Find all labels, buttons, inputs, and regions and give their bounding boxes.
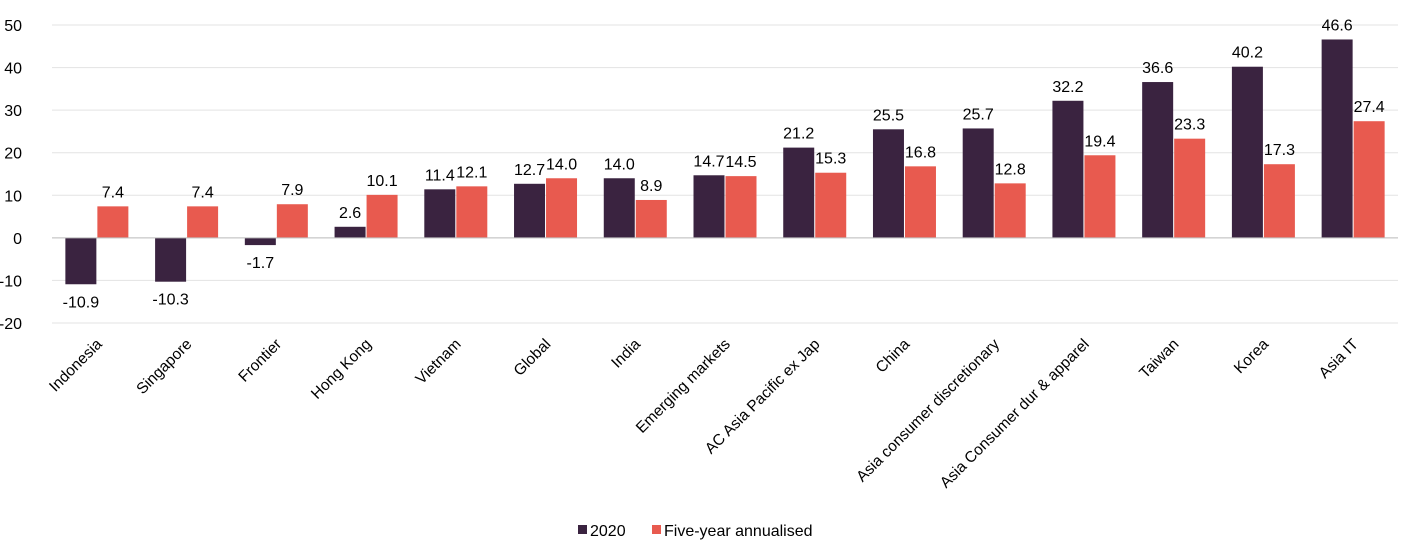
data-label: 7.9 (281, 182, 303, 199)
x-tick-label: India (608, 336, 644, 372)
bar-series1 (424, 189, 456, 238)
bar-series1 (155, 237, 187, 282)
data-label: 7.4 (191, 184, 213, 201)
bar-series2 (815, 172, 847, 238)
x-tick-label: Emerging markets (633, 336, 734, 437)
bar-series1 (514, 183, 546, 238)
bar-series1 (1052, 100, 1084, 238)
data-label: 14.5 (725, 154, 756, 171)
x-tick-label: Asia consumer discretionary (853, 336, 1003, 486)
x-axis: Indonesia Singapore Frontier Hong Kong Vietn… (46, 335, 1362, 491)
x-tick-label: Global (511, 336, 555, 380)
legend-label: Five-year annualised (664, 523, 813, 540)
bar-series2 (635, 199, 667, 238)
bar-series2 (1174, 138, 1206, 238)
bar-series1 (334, 226, 366, 238)
data-label: 16.8 (905, 144, 936, 161)
y-tick-label: 10 (4, 188, 22, 205)
legend: 2020 Five-year annualised (578, 523, 813, 540)
legend-swatch (652, 525, 661, 534)
bar-series1 (244, 237, 276, 246)
data-label: -1.7 (247, 255, 275, 272)
data-label: 12.7 (514, 162, 545, 179)
y-tick-label: 50 (4, 18, 22, 35)
data-label: 12.1 (456, 164, 487, 181)
bar-series1 (65, 237, 97, 285)
x-tick-label: China (873, 336, 914, 377)
data-label: 25.5 (873, 107, 904, 124)
x-tick-label: Taiwan (1136, 336, 1182, 382)
bar-series2 (456, 186, 488, 238)
bar-series2 (725, 176, 757, 238)
legend-swatch (578, 525, 587, 534)
bar-series1 (1321, 39, 1353, 238)
x-tick-label: Vietnam (413, 336, 465, 388)
data-label: 15.3 (815, 151, 846, 168)
y-tick-label: -20 (0, 316, 22, 333)
y-tick-label: 0 (13, 231, 22, 248)
data-label: 17.3 (1264, 142, 1295, 159)
bar-series2 (187, 206, 219, 238)
y-tick-label: 30 (4, 103, 22, 120)
data-label: 14.0 (604, 156, 635, 173)
data-label: 25.7 (963, 106, 994, 123)
bar-series1 (962, 128, 994, 238)
bar-series2 (1084, 155, 1116, 238)
x-tick-label: Singapore (133, 336, 195, 398)
y-tick-label: 20 (4, 146, 22, 163)
bar-series2 (994, 183, 1026, 238)
data-label: 14.7 (693, 153, 724, 170)
x-tick-label: Indonesia (46, 336, 106, 396)
data-label: 23.3 (1174, 117, 1205, 134)
bar-series1 (603, 178, 635, 238)
data-label: 32.2 (1052, 79, 1083, 96)
data-label: 19.4 (1084, 133, 1115, 150)
data-label: 46.6 (1322, 17, 1353, 34)
bar-series1 (1231, 66, 1263, 238)
data-label: -10.9 (63, 294, 100, 311)
data-label: 36.6 (1142, 60, 1173, 77)
bars (65, 39, 1385, 285)
x-tick-label: Asia IT (1316, 335, 1363, 382)
bar-series2 (97, 206, 129, 238)
bar-series1 (872, 129, 904, 238)
data-label: 11.4 (425, 167, 455, 184)
y-tick-label: 40 (4, 61, 22, 78)
bar-series1 (783, 147, 815, 238)
data-label: 8.9 (640, 178, 662, 195)
data-label: -10.3 (152, 292, 189, 309)
data-label: 27.4 (1354, 99, 1385, 116)
data-label: 10.1 (366, 173, 397, 190)
x-tick-label: Asia Consumer dur & apparel (937, 336, 1093, 492)
bar-series2 (1353, 121, 1385, 238)
data-label: 2.6 (339, 205, 361, 222)
data-label: 40.2 (1232, 45, 1263, 62)
data-label: 12.8 (995, 161, 1026, 178)
y-tick-label: -10 (0, 273, 22, 290)
bar-series2 (1263, 164, 1295, 238)
data-label: 7.4 (102, 184, 124, 201)
bar-series1 (1142, 82, 1174, 238)
y-axis: -20 -10 0 10 20 30 40 50 (0, 18, 22, 333)
x-tick-label: Hong Kong (308, 336, 375, 403)
data-label: 14.0 (546, 156, 577, 173)
data-labels: -10.9 7.4 -10.3 7.4 -1.7 7.9 2.6 10.1 11.4 12.1 12… (63, 17, 1385, 311)
bar-series1 (693, 175, 725, 238)
data-label: 21.2 (783, 126, 814, 143)
x-tick-label: Frontier (235, 336, 285, 386)
bar-series2 (366, 194, 398, 238)
bar-series2 (546, 178, 578, 238)
x-tick-label: Korea (1231, 336, 1273, 378)
bar-series2 (276, 204, 308, 238)
legend-label: 2020 (590, 523, 626, 540)
bar-series2 (904, 166, 936, 238)
